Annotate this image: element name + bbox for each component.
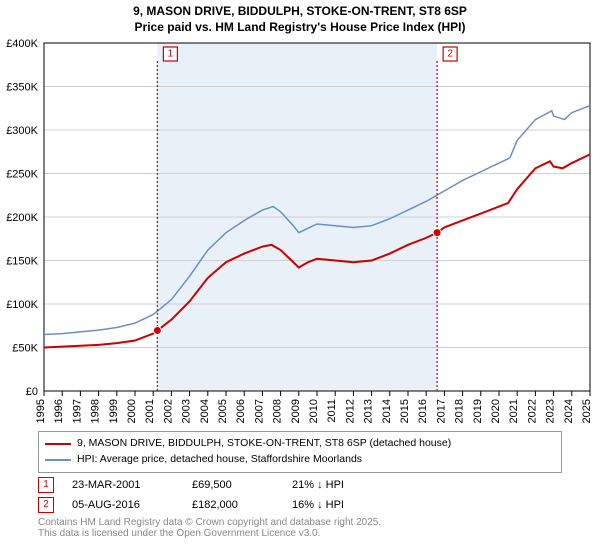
svg-text:2010: 2010 xyxy=(308,399,320,423)
svg-text:2012: 2012 xyxy=(344,399,356,423)
svg-text:1996: 1996 xyxy=(53,399,65,423)
event-marker-date: 23-MAR-2001 xyxy=(72,479,192,491)
chart-title-block: 9, MASON DRIVE, BIDDULPH, STOKE-ON-TRENT… xyxy=(0,0,600,37)
legend-swatch-b xyxy=(45,459,71,461)
svg-text:2003: 2003 xyxy=(181,399,193,423)
svg-text:£250K: £250K xyxy=(6,169,38,181)
svg-text:2022: 2022 xyxy=(526,399,538,423)
svg-text:2001: 2001 xyxy=(144,399,156,423)
legend-box: 9, MASON DRIVE, BIDDULPH, STOKE-ON-TRENT… xyxy=(38,431,562,473)
svg-text:2024: 2024 xyxy=(563,399,575,423)
footer-line-2: This data is licensed under the Open Gov… xyxy=(38,528,562,539)
svg-text:2018: 2018 xyxy=(454,399,466,423)
svg-text:2016: 2016 xyxy=(417,399,429,423)
footer-line-1: Contains HM Land Registry data © Crown c… xyxy=(38,517,562,528)
svg-text:£200K: £200K xyxy=(6,212,38,224)
svg-text:2013: 2013 xyxy=(363,399,375,423)
svg-text:2011: 2011 xyxy=(326,399,338,423)
svg-text:2017: 2017 xyxy=(435,399,447,423)
svg-text:£300K: £300K xyxy=(6,125,38,137)
svg-text:2005: 2005 xyxy=(217,399,229,423)
footer-attribution: Contains HM Land Registry data © Crown c… xyxy=(38,517,562,539)
svg-text:£0: £0 xyxy=(26,386,38,398)
svg-text:2007: 2007 xyxy=(253,399,265,423)
event-marker-date: 05-AUG-2016 xyxy=(72,499,192,511)
event-marker-number-box: 2 xyxy=(38,497,54,513)
event-marker-row: 2 05-AUG-2016£182,00016% ↓ HPI xyxy=(38,495,562,515)
svg-text:1999: 1999 xyxy=(108,399,120,423)
event-markers-table: 1 23-MAR-2001£69,50021% ↓ HPI 2 05-AUG-2016… xyxy=(38,475,562,515)
svg-text:2002: 2002 xyxy=(162,399,174,423)
chart-area: £0 £50K £100K £150K £200K £250K £300K £350K £400… xyxy=(0,37,600,427)
svg-text:2008: 2008 xyxy=(272,399,284,423)
legend-label-a: 9, MASON DRIVE, BIDDULPH, STOKE-ON-TRENT… xyxy=(77,436,451,452)
svg-text:2023: 2023 xyxy=(545,399,557,423)
svg-text:2: 2 xyxy=(447,49,453,60)
event-marker-price: £182,000 xyxy=(192,499,292,511)
svg-text:£50K: £50K xyxy=(12,343,38,355)
svg-text:£350K: £350K xyxy=(6,82,38,94)
svg-text:2020: 2020 xyxy=(490,399,502,423)
svg-text:2000: 2000 xyxy=(126,399,138,423)
legend-item-series-a: 9, MASON DRIVE, BIDDULPH, STOKE-ON-TRENT… xyxy=(45,436,555,452)
svg-text:1995: 1995 xyxy=(35,399,47,423)
legend-swatch-a xyxy=(45,443,71,445)
svg-text:2021: 2021 xyxy=(508,399,520,423)
svg-text:2004: 2004 xyxy=(199,399,211,423)
title-line-1: 9, MASON DRIVE, BIDDULPH, STOKE-ON-TRENT… xyxy=(0,4,600,20)
svg-text:1997: 1997 xyxy=(71,399,83,423)
legend-item-series-b: HPI: Average price, detached house, Staf… xyxy=(45,452,555,468)
line-chart-svg: £0 £50K £100K £150K £200K £250K £300K £350K £400… xyxy=(0,37,600,427)
svg-text:£150K: £150K xyxy=(6,256,38,268)
title-line-2: Price paid vs. HM Land Registry's House … xyxy=(0,20,600,36)
svg-text:£100K: £100K xyxy=(6,299,38,311)
svg-text:2019: 2019 xyxy=(472,399,484,423)
legend-label-b: HPI: Average price, detached house, Staf… xyxy=(77,452,362,468)
event-marker-price: £69,500 xyxy=(192,479,292,491)
svg-text:1998: 1998 xyxy=(90,399,102,423)
event-marker-pct: 16% ↓ HPI xyxy=(292,499,344,511)
event-marker-row: 1 23-MAR-2001£69,50021% ↓ HPI xyxy=(38,475,562,495)
event-marker-number-box: 1 xyxy=(38,477,54,493)
svg-text:2006: 2006 xyxy=(235,399,247,423)
svg-text:2014: 2014 xyxy=(381,399,393,423)
svg-text:2025: 2025 xyxy=(581,399,593,423)
svg-text:2015: 2015 xyxy=(399,399,411,423)
svg-text:£400K: £400K xyxy=(6,38,38,50)
svg-text:2009: 2009 xyxy=(290,399,302,423)
event-marker-pct: 21% ↓ HPI xyxy=(292,479,344,491)
svg-text:1: 1 xyxy=(168,49,174,60)
